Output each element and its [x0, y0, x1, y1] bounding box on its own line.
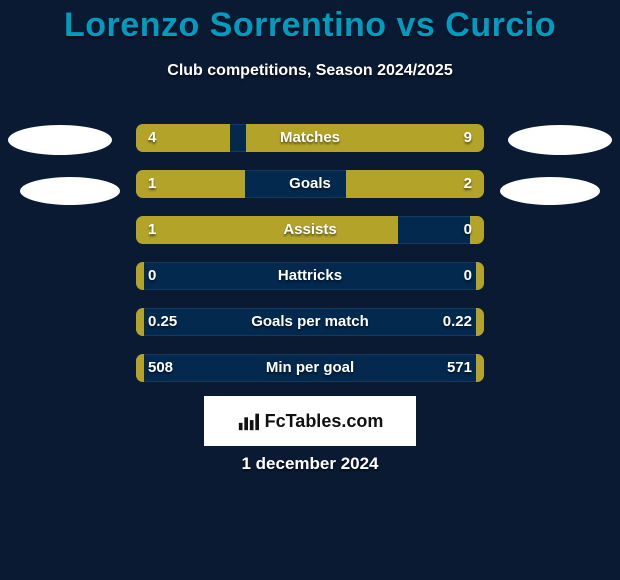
player1-badge-1: [8, 125, 112, 155]
stat-label: Goals per match: [136, 308, 484, 336]
player2-badge-1: [508, 125, 612, 155]
subtitle: Club competitions, Season 2024/2025: [0, 62, 620, 80]
stat-row: 0.250.22Goals per match: [136, 308, 484, 336]
stat-row: 10Assists: [136, 216, 484, 244]
stat-label: Assists: [136, 216, 484, 244]
stat-label: Matches: [136, 124, 484, 152]
branding-badge: FcTables.com: [204, 396, 416, 446]
page-title: Lorenzo Sorrentino vs Curcio: [0, 6, 620, 45]
player2-badge-2: [500, 177, 600, 205]
comparison-card: Lorenzo Sorrentino vs Curcio Club compet…: [0, 0, 620, 580]
player1-badge-2: [20, 177, 120, 205]
branding-text: FcTables.com: [265, 411, 384, 432]
stat-label: Goals: [136, 170, 484, 198]
stat-row: 49Matches: [136, 124, 484, 152]
stat-row: 508571Min per goal: [136, 354, 484, 382]
stat-row: 12Goals: [136, 170, 484, 198]
stat-label: Min per goal: [136, 354, 484, 382]
bars-icon: [237, 410, 259, 432]
footer-date: 1 december 2024: [0, 454, 620, 474]
stat-label: Hattricks: [136, 262, 484, 290]
stat-row: 00Hattricks: [136, 262, 484, 290]
stat-bars: 49Matches 12Goals 10Assists 00Hattricks 0.25…: [136, 124, 484, 400]
